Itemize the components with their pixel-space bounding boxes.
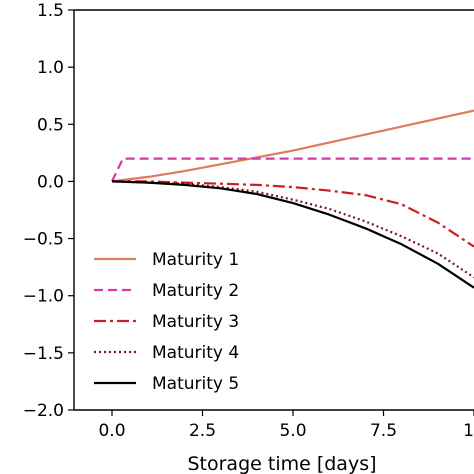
y-tick-label: −1.0: [23, 287, 64, 307]
series-line-maturity-5: [111, 180, 474, 289]
y-tick-label: −0.5: [23, 230, 64, 250]
y-tick-label: 0.5: [37, 115, 64, 135]
series-layer: [111, 109, 474, 289]
series-line-maturity-3: [112, 180, 474, 248]
x-tick-label: 7.5: [370, 421, 397, 441]
legend-label: Maturity 2: [152, 281, 239, 301]
y-tick-label: 1.0: [37, 58, 64, 78]
x-tick-label: 2.5: [189, 421, 216, 441]
x-axis-label: Storage time [days]: [187, 453, 376, 474]
y-tick-label: −1.5: [23, 344, 64, 364]
chart-axes: −2.0 −1.5 −1.0 −0.5 0.0 0.5 1.0 1.5 0.0 2.5 5.0 7.5…: [23, 1, 474, 441]
series-line-maturity-1: [111, 109, 474, 183]
legend: Maturity 1 Maturity 2 Maturity 3 Maturity 4…: [94, 250, 239, 394]
x-tick-label: 5.0: [279, 421, 306, 441]
y-tick-label: 0.0: [37, 172, 64, 192]
x-tick-label: 10: [463, 421, 474, 441]
x-tick-label: 0.0: [98, 421, 125, 441]
legend-label: Maturity 1: [152, 250, 239, 270]
y-tick-label: 1.5: [37, 1, 64, 21]
legend-label: Maturity 4: [152, 343, 239, 363]
y-tick-label: −2.0: [23, 401, 64, 421]
legend-label: Maturity 3: [152, 312, 239, 332]
series-line-maturity-2: [111, 157, 474, 182]
legend-label: Maturity 5: [152, 374, 239, 394]
